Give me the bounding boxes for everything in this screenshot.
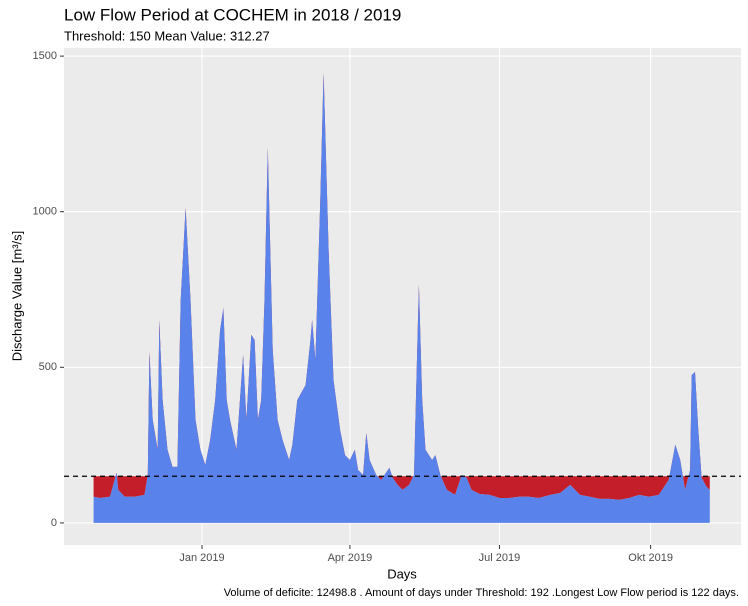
marks <box>64 72 741 523</box>
x-tick-label: Jan 2019 <box>179 552 224 564</box>
x-tick-label: Apr 2019 <box>328 552 373 564</box>
y-tick-label: 500 <box>39 361 57 373</box>
chart-subtitle: Threshold: 150 Mean Value: 312.27 <box>64 28 270 43</box>
x-axis-title: Days <box>387 566 417 581</box>
y-axis-title: Discharge Value [m³/s] <box>9 231 24 362</box>
chart-title: Low Flow Period at COCHEM in 2018 / 2019 <box>64 5 401 24</box>
discharge-area <box>93 72 710 523</box>
y-tick-label: 1000 <box>33 206 57 218</box>
caption: Volume of deficite: 12498.8 . Amount of … <box>224 587 739 599</box>
plot-panel <box>64 48 741 545</box>
x-tick-label: Okt 2019 <box>628 552 673 564</box>
y-tick-label: 0 <box>51 517 57 529</box>
x-tick-label: Jul 2019 <box>479 552 521 564</box>
y-tick-label: 1500 <box>33 50 57 62</box>
